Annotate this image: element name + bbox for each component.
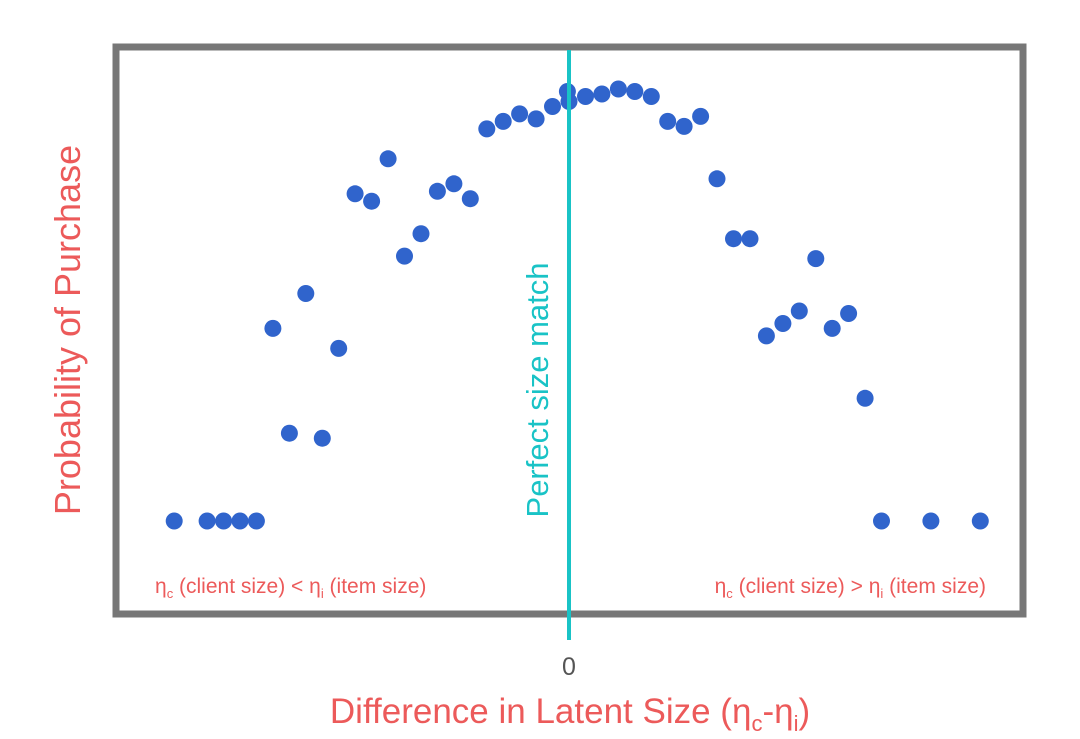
data-point-37 <box>774 315 792 332</box>
data-point-12 <box>379 150 397 168</box>
data-point-36 <box>757 327 775 345</box>
data-point-1 <box>198 512 216 530</box>
data-point-17 <box>461 190 479 208</box>
points-layer <box>165 80 989 530</box>
data-point-11 <box>363 192 381 210</box>
data-point-26 <box>593 85 611 103</box>
data-point-32 <box>692 107 710 125</box>
data-point-43 <box>873 512 890 530</box>
data-point-8 <box>313 429 331 447</box>
data-point-0 <box>165 512 183 530</box>
data-point-6 <box>280 424 298 442</box>
data-point-14 <box>412 225 430 243</box>
data-point-2 <box>215 512 233 530</box>
data-point-34 <box>725 230 742 248</box>
data-point-38 <box>790 302 808 320</box>
data-point-7 <box>297 285 315 302</box>
data-point-39 <box>807 250 825 268</box>
y-axis-label: Probability of Purchase <box>47 145 88 515</box>
data-point-44 <box>922 512 940 530</box>
data-point-18 <box>478 120 496 138</box>
x-tick-label-0: 0 <box>562 653 576 681</box>
data-point-41 <box>840 305 858 322</box>
data-point-19 <box>494 112 512 130</box>
annotation-left: ηc (client size) < ηi (item size) <box>155 575 426 601</box>
data-point-45 <box>971 512 989 530</box>
data-point-30 <box>659 112 677 130</box>
data-point-33 <box>708 170 726 188</box>
data-point-40 <box>823 319 841 337</box>
data-point-9 <box>330 339 348 357</box>
data-point-29 <box>642 88 660 105</box>
data-point-20 <box>511 105 529 123</box>
data-point-42 <box>856 389 874 407</box>
data-point-31 <box>675 117 693 135</box>
perfect-match-label: Perfect size match <box>520 263 555 518</box>
data-point-28 <box>626 83 644 100</box>
data-point-10 <box>346 185 364 203</box>
data-point-3 <box>231 512 249 530</box>
data-point-25 <box>577 88 594 105</box>
data-point-21 <box>527 110 545 128</box>
data-point-15 <box>428 182 446 200</box>
annotation-right: ηc (client size) > ηi (item size) <box>715 575 986 601</box>
data-point-13 <box>396 247 413 265</box>
data-point-4 <box>247 512 265 530</box>
x-axis-label: Difference in Latent Size (ηc-ηi) <box>330 692 810 736</box>
data-point-22 <box>544 98 561 115</box>
data-point-35 <box>741 230 759 248</box>
data-point-27 <box>609 80 627 98</box>
data-point-16 <box>445 175 463 193</box>
data-point-5 <box>264 319 282 337</box>
